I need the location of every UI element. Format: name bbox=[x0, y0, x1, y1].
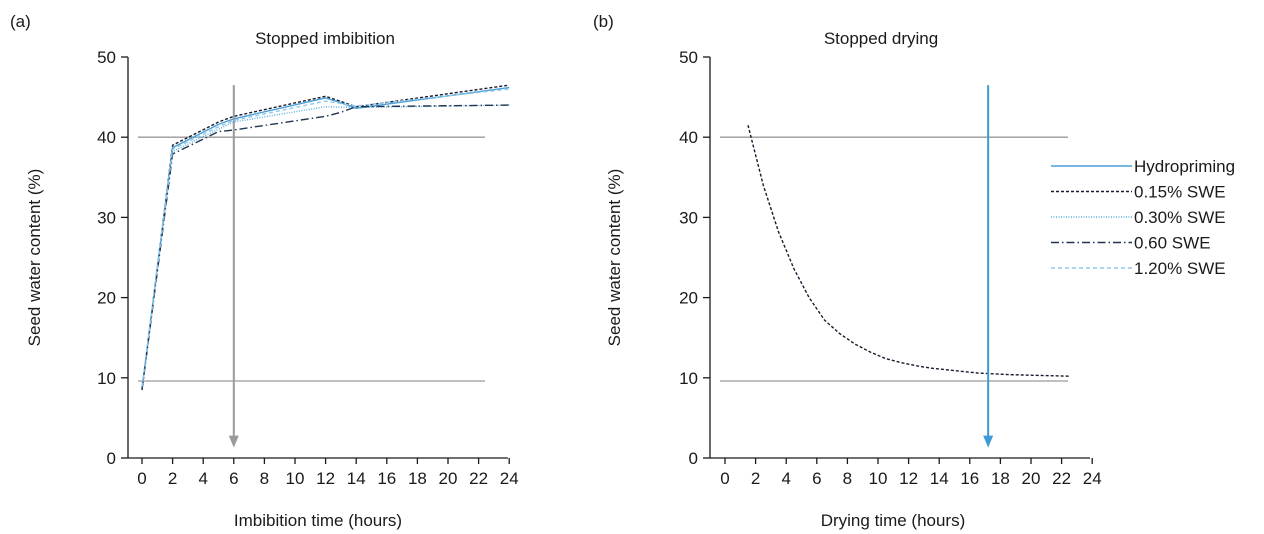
x-tick-label: 2 bbox=[751, 469, 760, 488]
x-tick-label: 18 bbox=[991, 469, 1010, 488]
y-tick-label: 20 bbox=[679, 289, 698, 308]
x-tick-label: 0 bbox=[137, 469, 146, 488]
x-tick-label: 22 bbox=[1052, 469, 1071, 488]
panel-label: (b) bbox=[593, 12, 614, 31]
x-tick-label: 18 bbox=[408, 469, 427, 488]
x-tick-label: 6 bbox=[229, 469, 238, 488]
x-tick-label: 24 bbox=[1083, 469, 1102, 488]
x-tick-label: 24 bbox=[500, 469, 519, 488]
legend-label: 0.30% SWE bbox=[1134, 208, 1226, 227]
y-tick-label: 20 bbox=[97, 289, 116, 308]
x-tick-label: 12 bbox=[316, 469, 335, 488]
legend-label: 0.60 SWE bbox=[1134, 234, 1211, 253]
y-axis-label: Seed water content (%) bbox=[605, 169, 624, 347]
y-axis-label: Seed water content (%) bbox=[25, 169, 44, 347]
x-tick-label: 0 bbox=[720, 469, 729, 488]
y-tick-label: 30 bbox=[679, 208, 698, 227]
series-line-4 bbox=[141, 88, 510, 387]
y-tick-label: 50 bbox=[679, 48, 698, 67]
chart-title: Stopped imbibition bbox=[255, 29, 395, 48]
x-tick-label: 12 bbox=[899, 469, 918, 488]
x-tick-label: 6 bbox=[812, 469, 821, 488]
x-tick-label: 4 bbox=[198, 469, 207, 488]
chart-panel-b bbox=[703, 56, 1132, 464]
x-tick-label: 14 bbox=[347, 469, 366, 488]
arrow-head bbox=[228, 435, 239, 448]
y-tick-label: 0 bbox=[107, 449, 116, 468]
x-axis-label: Imbibition time (hours) bbox=[234, 511, 402, 530]
y-tick-label: 50 bbox=[97, 48, 116, 67]
y-tick-label: 10 bbox=[679, 369, 698, 388]
x-tick-label: 10 bbox=[286, 469, 305, 488]
series-line-1 bbox=[141, 86, 510, 390]
legend-label: 0.15% SWE bbox=[1134, 183, 1226, 202]
y-tick-label: 10 bbox=[97, 369, 116, 388]
panel-label: (a) bbox=[10, 12, 31, 31]
series-line-2 bbox=[141, 104, 510, 389]
y-tick-label: 40 bbox=[97, 128, 116, 147]
x-tick-label: 16 bbox=[960, 469, 979, 488]
x-tick-label: 8 bbox=[843, 469, 852, 488]
x-tick-label: 16 bbox=[377, 469, 396, 488]
arrow-head bbox=[983, 435, 994, 448]
series-line-0 bbox=[141, 84, 510, 390]
chart-panel-a bbox=[121, 56, 510, 464]
legend bbox=[1051, 165, 1132, 269]
x-tick-label: 20 bbox=[439, 469, 458, 488]
x-axis-label: Drying time (hours) bbox=[821, 511, 966, 530]
x-tick-label: 22 bbox=[469, 469, 488, 488]
y-tick-label: 0 bbox=[689, 449, 698, 468]
x-tick-label: 4 bbox=[781, 469, 790, 488]
x-tick-label: 2 bbox=[168, 469, 177, 488]
y-tick-label: 40 bbox=[679, 128, 698, 147]
x-tick-label: 10 bbox=[869, 469, 888, 488]
x-tick-label: 14 bbox=[930, 469, 949, 488]
series-line-0 bbox=[747, 125, 1070, 377]
series-line-3 bbox=[141, 104, 510, 390]
x-tick-label: 20 bbox=[1022, 469, 1041, 488]
x-tick-label: 8 bbox=[260, 469, 269, 488]
y-tick-label: 30 bbox=[97, 208, 116, 227]
chart-title: Stopped drying bbox=[824, 29, 938, 48]
legend-label: Hydropriming bbox=[1134, 157, 1235, 176]
legend-label: 1.20% SWE bbox=[1134, 259, 1226, 278]
